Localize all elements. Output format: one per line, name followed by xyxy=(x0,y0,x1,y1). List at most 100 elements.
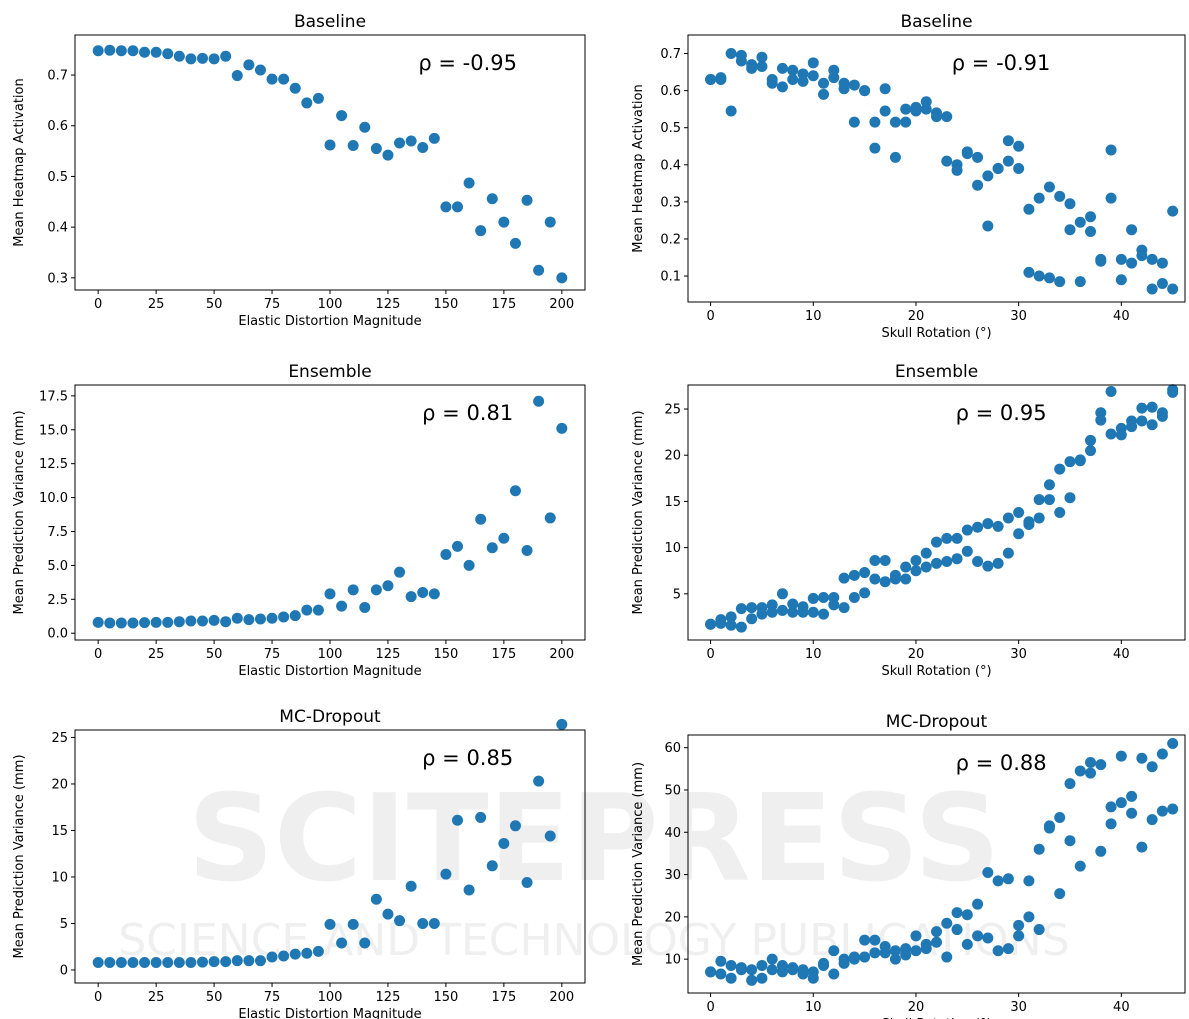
point xyxy=(1054,276,1066,288)
point xyxy=(1167,803,1179,815)
point xyxy=(951,553,963,565)
point xyxy=(735,603,747,615)
point xyxy=(715,955,727,967)
y-tick-label: 0.6 xyxy=(47,119,68,134)
point xyxy=(961,938,973,950)
point xyxy=(301,97,313,109)
chart-title: MC-Dropout xyxy=(886,712,988,732)
point xyxy=(1085,211,1097,223)
point xyxy=(715,617,727,629)
point xyxy=(544,512,556,524)
point xyxy=(185,53,197,65)
point xyxy=(150,46,162,58)
point xyxy=(382,908,394,920)
point xyxy=(521,877,533,889)
point xyxy=(828,72,840,84)
point xyxy=(104,617,116,629)
point xyxy=(336,937,348,949)
point xyxy=(787,606,799,618)
point xyxy=(556,272,568,284)
point xyxy=(336,600,348,612)
panel: 0 25 50 75 100 125 150 175 200 0 5 10 15 20 25 MC-Dropo… xyxy=(12,707,586,1019)
y-tick-label: 10 xyxy=(664,953,681,968)
point xyxy=(1095,845,1107,857)
point xyxy=(1146,814,1158,826)
x-axis-label: Skull Rotation (°) xyxy=(881,1017,991,1019)
point xyxy=(417,587,429,599)
point xyxy=(1156,410,1168,422)
y-tick-label: 50 xyxy=(664,783,681,798)
point xyxy=(735,55,747,67)
point xyxy=(498,532,510,544)
point xyxy=(1115,253,1127,265)
point xyxy=(486,860,498,872)
point xyxy=(312,92,324,104)
point xyxy=(1013,140,1025,152)
point xyxy=(972,521,984,533)
point xyxy=(266,612,278,624)
point xyxy=(961,148,973,160)
point xyxy=(992,875,1004,887)
point xyxy=(951,164,963,176)
y-tick-label: 0.5 xyxy=(660,121,681,136)
point xyxy=(889,573,901,585)
point xyxy=(848,79,860,91)
point xyxy=(869,947,881,959)
point xyxy=(848,592,860,603)
point xyxy=(735,621,747,633)
point xyxy=(498,216,510,228)
point xyxy=(1105,801,1117,813)
point xyxy=(1156,805,1168,817)
point xyxy=(869,573,881,585)
point xyxy=(992,163,1004,174)
point xyxy=(931,536,942,548)
y-tick-label: 0.4 xyxy=(47,221,68,236)
point xyxy=(828,968,840,980)
x-tick-label: 50 xyxy=(206,647,223,662)
point xyxy=(1023,875,1035,887)
point xyxy=(931,936,942,948)
annotation: ρ = -0.95 xyxy=(418,51,517,75)
point xyxy=(797,606,809,618)
x-tick-label: 200 xyxy=(549,647,574,662)
point xyxy=(807,972,819,984)
point xyxy=(173,50,185,62)
point xyxy=(818,960,830,972)
point xyxy=(848,116,860,128)
y-axis-label: Mean Prediction Variance (mm) xyxy=(12,754,27,958)
point xyxy=(312,945,324,957)
y-tick-label: 5 xyxy=(673,587,681,602)
point xyxy=(859,587,871,599)
point xyxy=(475,225,487,237)
point xyxy=(746,964,758,976)
point xyxy=(324,588,336,600)
point xyxy=(889,945,901,957)
point xyxy=(756,960,768,972)
point xyxy=(787,964,799,976)
x-tick-label: 25 xyxy=(148,647,165,662)
point xyxy=(807,57,819,69)
y-tick-label: 0.3 xyxy=(660,195,681,210)
point xyxy=(127,45,139,57)
point xyxy=(725,48,737,60)
y-tick-label: 17.5 xyxy=(39,389,68,404)
point xyxy=(1146,283,1158,295)
point xyxy=(440,868,452,880)
x-tick-label: 0 xyxy=(94,647,102,662)
point xyxy=(725,972,737,984)
x-tick-label: 100 xyxy=(318,990,343,1005)
y-tick-label: 0.7 xyxy=(660,47,681,62)
y-tick-label: 5.0 xyxy=(47,559,68,574)
point xyxy=(705,74,717,85)
point xyxy=(1002,155,1014,167)
point xyxy=(910,105,922,117)
x-axis-label: Elastic Distortion Magnitude xyxy=(238,1007,421,1019)
point xyxy=(208,53,220,65)
point xyxy=(1085,445,1097,457)
x-axis-label: Elastic Distortion Magnitude xyxy=(238,314,421,329)
point xyxy=(1136,841,1148,853)
chart-title: Ensemble xyxy=(288,362,371,382)
point xyxy=(92,616,104,628)
point xyxy=(115,617,127,629)
point xyxy=(756,972,768,984)
